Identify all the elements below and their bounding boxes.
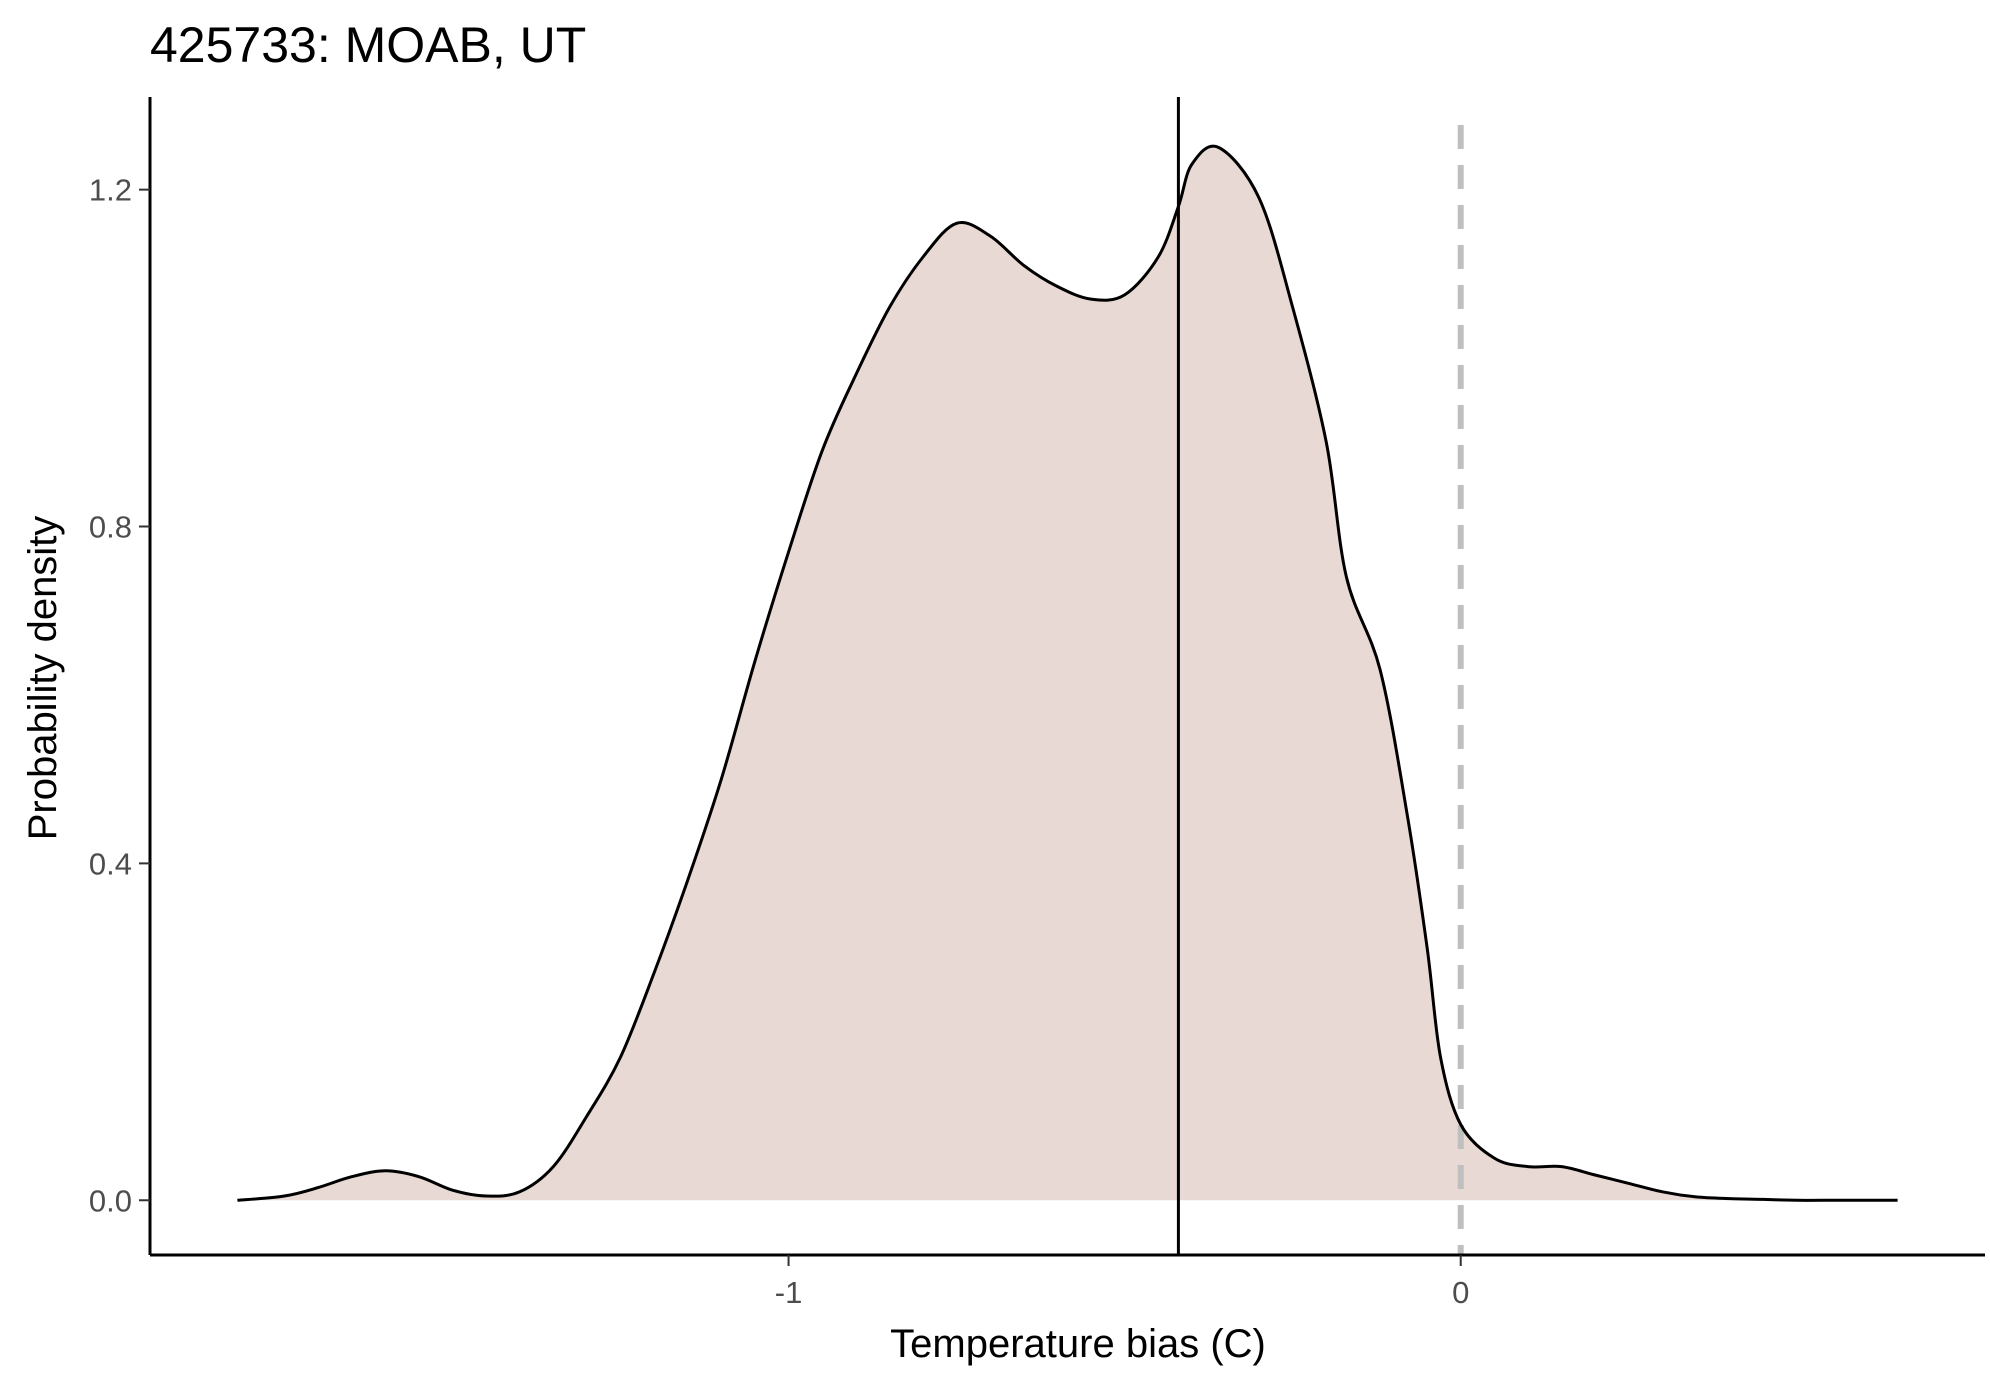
y-axis-title: Probability density (21, 516, 65, 841)
y-tick-label: 1.2 (89, 173, 132, 208)
y-tick-label: 0.0 (89, 1183, 132, 1218)
chart-title: 425733: MOAB, UT (150, 17, 586, 73)
x-tick-label: 0 (1452, 1275, 1469, 1310)
x-axis-ticks: -1 0 (775, 1255, 1469, 1310)
density-area (237, 146, 1898, 1201)
density-curve (237, 144, 1898, 1202)
y-axis-ticks: 0.0 0.4 0.8 1.2 (89, 173, 150, 1218)
plot-area (237, 97, 1898, 1255)
x-tick-label: -1 (775, 1275, 803, 1310)
y-tick-label: 0.4 (89, 846, 132, 881)
y-tick-label: 0.8 (89, 510, 132, 545)
x-axis-title: Temperature bias (C) (890, 1322, 1266, 1366)
